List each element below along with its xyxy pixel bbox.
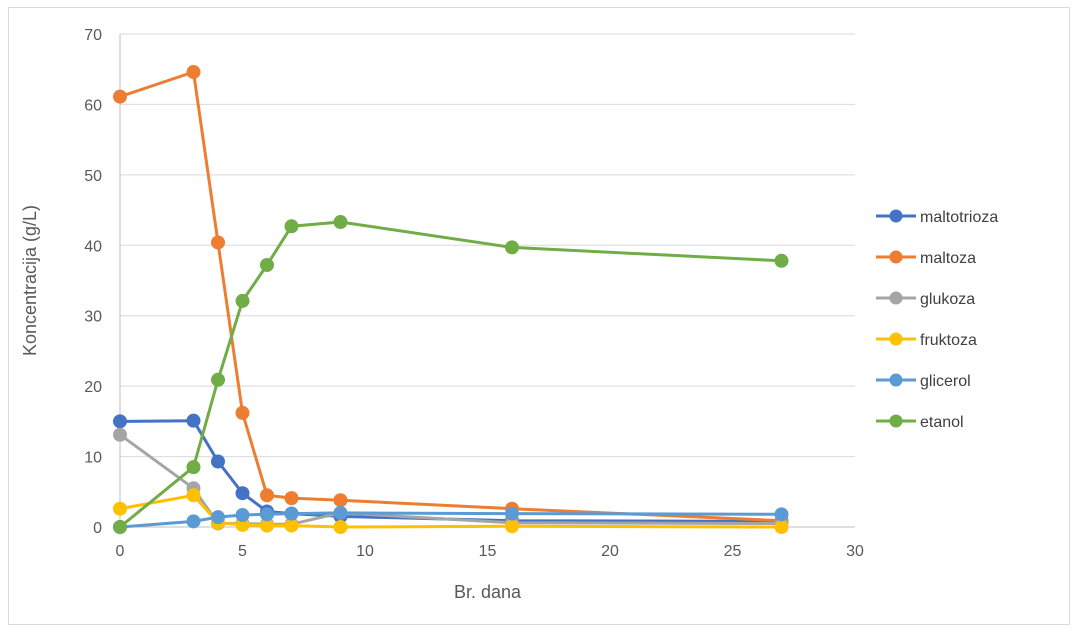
data-point — [113, 89, 127, 104]
data-point — [235, 486, 250, 501]
axes — [119, 34, 855, 528]
y-axis-title: Koncentracija (g/L) — [20, 205, 40, 356]
legend-label: etanol — [920, 414, 964, 431]
legend: maltotrioza maltoza glukoza fruktoza glicero… — [876, 209, 998, 431]
data-point — [235, 293, 250, 308]
data-point — [774, 520, 789, 534]
x-tick-label: 5 — [238, 543, 247, 560]
data-point — [284, 506, 299, 521]
legend-label: maltoza — [920, 250, 976, 267]
gridlines — [120, 33, 855, 458]
data-point — [211, 510, 225, 525]
series-maltoza — [113, 65, 789, 528]
data-point — [505, 506, 519, 521]
y-tick-label: 30 — [84, 309, 102, 326]
legend-swatch-marker — [889, 250, 903, 264]
data-point — [235, 508, 250, 523]
legend-label: glukoza — [920, 291, 975, 308]
data-point — [260, 507, 274, 522]
data-point — [186, 514, 201, 529]
legend-label: fruktoza — [920, 332, 977, 349]
data-point — [186, 488, 201, 503]
legend-swatch-marker — [889, 414, 903, 428]
y-tick-label: 40 — [84, 238, 102, 255]
series-group — [113, 65, 789, 534]
data-point — [113, 520, 127, 534]
legend-swatch-marker — [889, 291, 903, 305]
series-maltotrioza — [113, 413, 789, 529]
data-point — [211, 235, 225, 250]
x-tick-label: 25 — [724, 543, 742, 560]
series-etanol — [113, 215, 789, 534]
legend-item: glukoza — [876, 291, 975, 308]
data-point — [113, 427, 127, 442]
legend-item: glicerol — [876, 373, 971, 390]
y-tick-label: 70 — [84, 27, 102, 44]
data-point — [333, 215, 348, 230]
data-point — [113, 501, 127, 516]
data-point — [211, 372, 225, 387]
data-point — [260, 258, 274, 273]
data-point — [260, 488, 274, 503]
y-tick-label: 60 — [84, 97, 102, 114]
series-glicerol — [113, 505, 789, 534]
legend-swatch-marker — [889, 373, 903, 387]
data-point — [505, 519, 519, 534]
legend-label: maltotrioza — [920, 209, 998, 226]
data-point — [333, 520, 348, 534]
data-point — [774, 507, 789, 522]
x-axis-title: Br. dana — [454, 582, 522, 602]
x-tick-labels: 0 5 10 15 20 25 30 — [116, 543, 864, 560]
legend-item: maltotrioza — [876, 209, 998, 226]
x-tick-label: 10 — [356, 543, 374, 560]
data-point — [284, 518, 299, 533]
series-line — [119, 70, 782, 523]
data-point — [774, 253, 789, 268]
data-point — [186, 65, 201, 80]
legend-item: maltoza — [876, 250, 976, 267]
data-point — [235, 405, 250, 420]
x-tick-label: 0 — [116, 543, 125, 560]
legend-label: glicerol — [920, 373, 971, 390]
y-tick-labels: 0 10 20 30 40 50 60 70 — [84, 27, 102, 537]
legend-swatch-marker — [889, 332, 903, 346]
data-point — [284, 491, 299, 506]
data-point — [113, 414, 127, 429]
x-tick-label: 30 — [846, 543, 864, 560]
x-tick-label: 15 — [479, 543, 497, 560]
legend-swatch-marker — [889, 209, 903, 223]
y-tick-label: 0 — [93, 520, 102, 537]
data-point — [284, 219, 299, 234]
data-point — [505, 240, 519, 255]
data-point — [186, 413, 201, 428]
x-tick-label: 20 — [601, 543, 619, 560]
legend-item: etanol — [876, 414, 964, 431]
data-point — [186, 460, 201, 475]
data-point — [333, 505, 348, 520]
y-tick-label: 20 — [84, 379, 102, 396]
y-tick-label: 10 — [84, 450, 102, 467]
data-point — [333, 493, 348, 508]
data-point — [211, 454, 225, 469]
legend-item: fruktoza — [876, 332, 977, 349]
y-tick-label: 50 — [84, 168, 102, 185]
